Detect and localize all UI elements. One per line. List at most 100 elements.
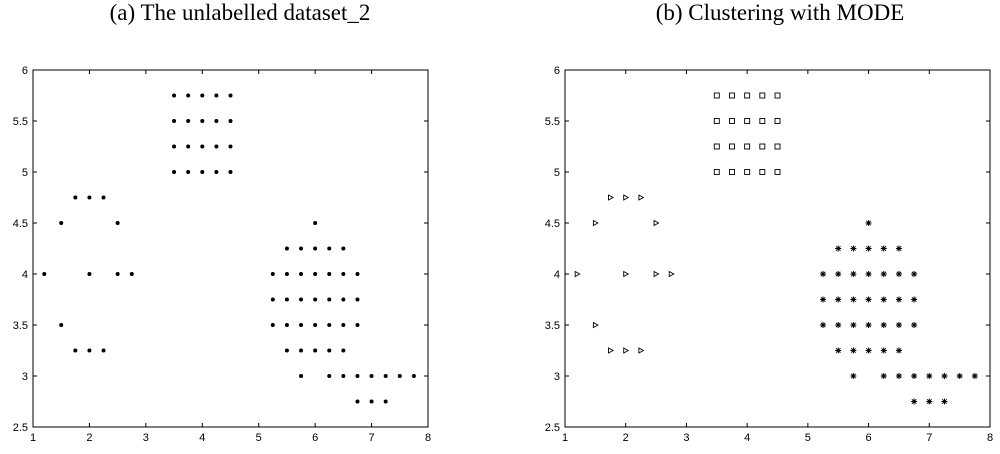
data-point-asterisk bbox=[941, 398, 948, 405]
data-point-square bbox=[759, 143, 766, 150]
y-tick-label: 3.5 bbox=[545, 320, 560, 332]
data-point-dot bbox=[284, 323, 289, 327]
data-point-dot bbox=[172, 144, 177, 149]
data-point-asterisk bbox=[850, 245, 857, 252]
data-point-square bbox=[744, 169, 751, 175]
data-point-square bbox=[713, 169, 720, 175]
y-tick-label: 6 bbox=[554, 65, 560, 77]
data-point-dot bbox=[327, 374, 332, 378]
data-point-dot bbox=[327, 246, 332, 251]
data-point-asterisk bbox=[820, 322, 827, 328]
data-point-asterisk bbox=[895, 271, 902, 277]
data-point-asterisk bbox=[865, 322, 872, 328]
data-point-dot bbox=[228, 93, 233, 98]
y-tick-label: 5.5 bbox=[545, 116, 560, 128]
data-point-square bbox=[759, 92, 766, 99]
data-point-square bbox=[744, 118, 751, 124]
data-point-asterisk bbox=[835, 271, 842, 277]
data-point-square bbox=[729, 92, 735, 99]
data-point-dot bbox=[355, 323, 360, 327]
data-point-dot bbox=[87, 195, 92, 200]
data-point-asterisk bbox=[880, 271, 887, 277]
data-point-dot bbox=[341, 348, 346, 353]
data-point-asterisk bbox=[850, 296, 857, 303]
data-point-asterisk bbox=[865, 220, 872, 226]
data-point-dot bbox=[73, 348, 78, 353]
x-tick-label: 3 bbox=[143, 432, 149, 444]
y-tick-label: 5.5 bbox=[13, 116, 28, 128]
data-point-dot bbox=[327, 272, 332, 276]
data-point-dot bbox=[383, 399, 388, 404]
data-point-dot bbox=[228, 119, 233, 123]
y-tick-label: 4.5 bbox=[13, 218, 28, 230]
data-point-dot bbox=[355, 272, 360, 276]
data-point-asterisk bbox=[820, 296, 827, 303]
data-point-square bbox=[729, 118, 735, 124]
y-tick-label: 2.5 bbox=[545, 422, 560, 434]
data-point-asterisk bbox=[895, 296, 902, 303]
data-point-dot bbox=[214, 144, 219, 149]
data-point-square bbox=[713, 143, 720, 150]
data-point-asterisk bbox=[850, 347, 857, 354]
data-point-dot bbox=[313, 221, 318, 225]
data-point-dot bbox=[369, 399, 374, 404]
data-point-square bbox=[759, 118, 766, 124]
data-point-triangle-right bbox=[638, 194, 645, 201]
data-point-asterisk bbox=[911, 398, 918, 405]
data-point-asterisk bbox=[895, 347, 902, 354]
data-point-dot bbox=[397, 374, 402, 378]
data-point-dot bbox=[42, 272, 47, 276]
data-point-square bbox=[729, 143, 735, 150]
data-point-square bbox=[774, 92, 781, 99]
x-tick-label: 7 bbox=[926, 432, 932, 444]
data-point-dot bbox=[313, 323, 318, 327]
data-point-dot bbox=[172, 93, 177, 98]
data-point-asterisk bbox=[865, 296, 872, 303]
data-point-asterisk bbox=[911, 322, 918, 328]
x-tick-label: 3 bbox=[683, 432, 689, 444]
data-point-dot bbox=[270, 272, 275, 276]
data-point-dot bbox=[313, 272, 318, 276]
data-point-square bbox=[774, 143, 781, 150]
data-point-dot bbox=[270, 297, 275, 302]
y-tick-label: 3 bbox=[554, 371, 560, 383]
data-point-triangle-right bbox=[623, 347, 630, 354]
data-point-triangle-right bbox=[668, 270, 675, 278]
data-point-dot bbox=[87, 272, 92, 276]
data-point-dot bbox=[200, 144, 205, 149]
data-point-triangle-right bbox=[608, 347, 614, 354]
data-point-dot bbox=[383, 374, 388, 378]
data-point-asterisk bbox=[941, 373, 948, 379]
x-tick-label: 1 bbox=[562, 432, 568, 444]
data-point-dot bbox=[284, 272, 289, 276]
data-point-asterisk bbox=[835, 322, 842, 328]
data-point-dot bbox=[172, 170, 177, 174]
data-point-asterisk bbox=[850, 373, 857, 379]
data-point-triangle-right bbox=[592, 321, 599, 329]
data-point-asterisk bbox=[835, 347, 842, 354]
data-point-dot bbox=[327, 297, 332, 302]
data-point-dot bbox=[214, 170, 219, 174]
data-point-dot bbox=[228, 144, 233, 149]
x-tick-label: 2 bbox=[86, 432, 92, 444]
data-point-asterisk bbox=[880, 347, 887, 354]
x-tick-label: 6 bbox=[312, 432, 318, 444]
data-point-dot bbox=[299, 348, 304, 353]
data-point-asterisk bbox=[895, 322, 902, 328]
data-point-asterisk bbox=[865, 245, 872, 252]
data-point-asterisk bbox=[895, 373, 902, 379]
data-point-dot bbox=[313, 246, 318, 251]
y-tick-label: 5 bbox=[554, 167, 560, 179]
data-point-dot bbox=[341, 246, 346, 251]
x-tick-label: 4 bbox=[744, 432, 750, 444]
data-point-dot bbox=[186, 170, 191, 174]
data-point-dot bbox=[299, 297, 304, 302]
x-tick-label: 1 bbox=[30, 432, 36, 444]
data-point-dot bbox=[186, 144, 191, 149]
data-point-dot bbox=[101, 195, 106, 200]
data-point-asterisk bbox=[880, 296, 887, 303]
data-point-dot bbox=[200, 93, 205, 98]
data-point-square bbox=[774, 118, 781, 124]
data-point-square bbox=[774, 169, 781, 175]
